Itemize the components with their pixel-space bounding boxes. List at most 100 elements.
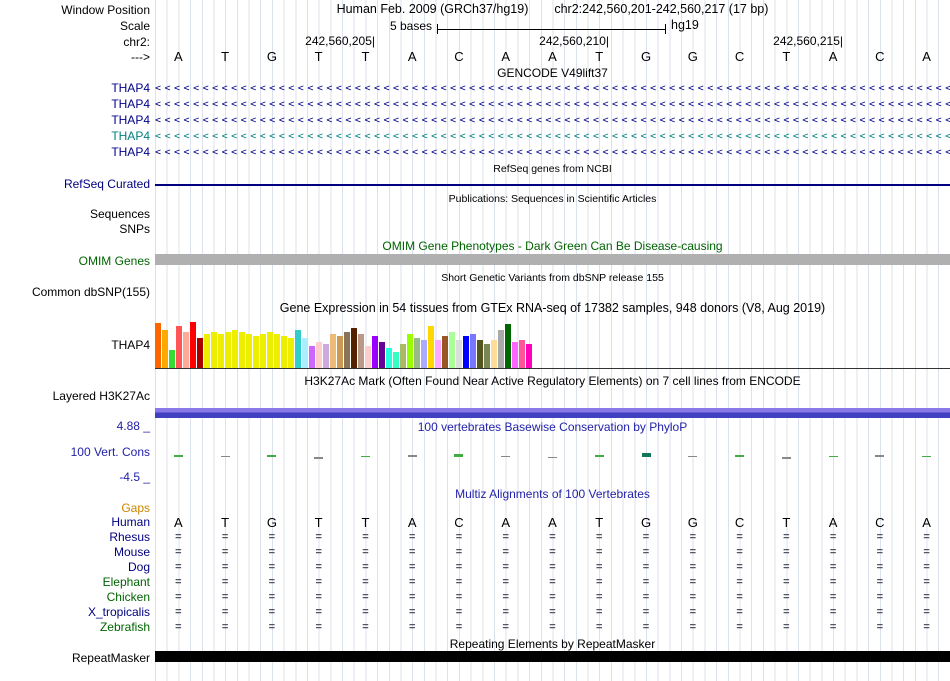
gtex-expression-bar-50[interactable] (505, 324, 511, 368)
common-dbsnp-label[interactable]: Common dbSNP(155) (31, 285, 150, 299)
gene-label-thap4-3[interactable]: THAP4 (111, 129, 150, 143)
gtex-expression-bar-39[interactable] (428, 326, 434, 368)
gtex-expression-bar-3[interactable] (176, 326, 182, 368)
omim-track-title[interactable]: OMIM Gene Phenotypes - Dark Green Can Be… (382, 239, 723, 253)
gtex-expression-bar-17[interactable] (274, 334, 280, 368)
gene-transcript-1[interactable]: <<<<<<<<<<<<<<<<<<<<<<<<<<<<<<<<<<<<<<<<… (155, 99, 950, 110)
layered-h3k27ac-label[interactable]: Layered H3K27Ac (52, 389, 150, 403)
gtex-expression-bar-30[interactable] (365, 346, 371, 368)
gtex-expression-bar-48[interactable] (491, 340, 497, 368)
gene-transcript-4[interactable]: <<<<<<<<<<<<<<<<<<<<<<<<<<<<<<<<<<<<<<<<… (155, 147, 950, 158)
gtex-expression-bar-38[interactable] (421, 340, 427, 368)
alignment-row-zebrafish[interactable]: = = = = = = = = = = = = = = = = = (155, 620, 950, 635)
gtex-expression-bar-22[interactable] (309, 346, 315, 368)
species-label-human[interactable]: Human (111, 515, 150, 529)
gtex-expression-bar-20[interactable] (295, 330, 301, 368)
gtex-expression-bar-29[interactable] (358, 334, 364, 368)
repeatmasker-track-title[interactable]: Repeating Elements by RepeatMasker (449, 637, 656, 651)
gtex-gene-label[interactable]: THAP4 (111, 338, 150, 352)
gtex-expression-bar-10[interactable] (225, 332, 231, 368)
gtex-expression-bar-46[interactable] (477, 340, 483, 368)
phylop-track-title[interactable]: 100 vertebrates Basewise Conservation by… (417, 420, 688, 434)
species-label-mouse[interactable]: Mouse (113, 545, 150, 559)
gtex-expression-bar-1[interactable] (162, 330, 168, 368)
gtex-expression-bar-11[interactable] (232, 330, 238, 368)
phylop-conservation-plot[interactable] (155, 430, 950, 480)
gtex-expression-bar-31[interactable] (372, 336, 378, 368)
repeatmasker-element-bar[interactable] (155, 651, 950, 662)
alignment-row-mouse[interactable]: = = = = = = = = = = = = = = = = = (155, 545, 950, 560)
gtex-expression-bar-23[interactable] (316, 342, 322, 368)
gene-label-thap4-0[interactable]: THAP4 (111, 81, 150, 95)
gtex-expression-bar-18[interactable] (281, 336, 287, 368)
gene-label-thap4-1[interactable]: THAP4 (111, 97, 150, 111)
gtex-expression-bar-0[interactable] (155, 323, 161, 368)
gencode-track-title[interactable]: GENCODE V49lift37 (497, 66, 608, 80)
gtex-expression-bar-27[interactable] (344, 332, 350, 368)
snps-label[interactable]: SNPs (119, 222, 150, 236)
h3k27ac-signal-bar[interactable] (155, 408, 950, 418)
gtex-expression-bar-47[interactable] (484, 344, 490, 368)
gtex-expression-bar-40[interactable] (435, 340, 441, 368)
gtex-expression-bar-49[interactable] (498, 330, 504, 368)
species-label-chicken[interactable]: Chicken (106, 590, 150, 604)
gtex-expression-bar-41[interactable] (442, 336, 448, 368)
gene-transcript-0[interactable]: <<<<<<<<<<<<<<<<<<<<<<<<<<<<<<<<<<<<<<<<… (155, 83, 950, 94)
gaps-label[interactable]: Gaps (121, 501, 150, 515)
gtex-expression-bar-25[interactable] (330, 334, 336, 368)
gtex-expression-bar-24[interactable] (323, 344, 329, 368)
gene-label-thap4-2[interactable]: THAP4 (111, 113, 150, 127)
h3k27ac-track-title[interactable]: H3K27Ac Mark (Often Found Near Active Re… (304, 374, 801, 388)
gtex-expression-bar-44[interactable] (463, 336, 469, 368)
species-label-dog[interactable]: Dog (127, 560, 150, 574)
gtex-expression-bar-13[interactable] (246, 334, 252, 368)
alignment-row-rhesus[interactable]: = = = = = = = = = = = = = = = = = (155, 530, 950, 545)
species-label-x_tropicalis[interactable]: X_tropicalis (87, 605, 150, 619)
dbsnp-track-title[interactable]: Short Genetic Variants from dbSNP releas… (441, 272, 664, 284)
gtex-expression-bar-53[interactable] (526, 344, 532, 368)
refseq-curated-line[interactable] (155, 184, 950, 186)
gtex-expression-bar-8[interactable] (211, 332, 217, 368)
gtex-expression-bar-51[interactable] (512, 342, 518, 368)
alignment-row-x_tropicalis[interactable]: = = = = = = = = = = = = = = = = = (155, 605, 950, 620)
refseq-curated-label[interactable]: RefSeq Curated (63, 177, 150, 191)
species-label-elephant[interactable]: Elephant (102, 575, 150, 589)
gtex-expression-bar-42[interactable] (449, 332, 455, 368)
alignment-row-chicken[interactable]: = = = = = = = = = = = = = = = = = (155, 590, 950, 605)
alignment-row-dog[interactable]: = = = = = = = = = = = = = = = = = (155, 560, 950, 575)
publications-track-title[interactable]: Publications: Sequences in Scientific Ar… (448, 193, 657, 205)
gene-label-thap4-4[interactable]: THAP4 (111, 145, 150, 159)
alignment-row-elephant[interactable]: = = = = = = = = = = = = = = = = = (155, 575, 950, 590)
gtex-expression-bar-35[interactable] (400, 344, 406, 368)
multiz-track-title[interactable]: Multiz Alignments of 100 Vertebrates (455, 487, 650, 501)
gtex-expression-bar-7[interactable] (204, 334, 210, 368)
gene-transcript-2[interactable]: <<<<<<<<<<<<<<<<<<<<<<<<<<<<<<<<<<<<<<<<… (155, 115, 950, 126)
gtex-expression-bar-15[interactable] (260, 334, 266, 368)
gtex-expression-bar-28[interactable] (351, 328, 357, 368)
gtex-expression-bar-5[interactable] (190, 322, 196, 368)
gtex-expression-bar-37[interactable] (414, 338, 420, 368)
gtex-expression-bar-32[interactable] (379, 342, 385, 368)
gtex-expression-bar-34[interactable] (393, 352, 399, 368)
sequences-label[interactable]: Sequences (89, 207, 150, 221)
gtex-expression-bar-16[interactable] (267, 332, 273, 368)
omim-genes-label[interactable]: OMIM Genes (78, 254, 150, 268)
refseq-track-title[interactable]: RefSeq genes from NCBI (493, 163, 612, 175)
gtex-expression-bar-33[interactable] (386, 348, 392, 368)
repeatmasker-label[interactable]: RepeatMasker (71, 651, 150, 665)
omim-gene-bar[interactable] (155, 254, 950, 265)
gtex-expression-chart[interactable] (155, 318, 950, 368)
gtex-expression-bar-26[interactable] (337, 336, 343, 368)
gtex-expression-bar-12[interactable] (239, 332, 245, 368)
gtex-expression-bar-6[interactable] (197, 338, 203, 368)
gtex-expression-bar-19[interactable] (288, 338, 294, 368)
gtex-track-title[interactable]: Gene Expression in 54 tissues from GTEx … (279, 301, 826, 315)
gene-transcript-3[interactable]: <<<<<<<<<<<<<<<<<<<<<<<<<<<<<<<<<<<<<<<<… (155, 131, 950, 142)
gtex-expression-bar-36[interactable] (407, 334, 413, 368)
species-label-rhesus[interactable]: Rhesus (109, 530, 150, 544)
gtex-expression-bar-4[interactable] (183, 332, 189, 368)
gtex-expression-bar-9[interactable] (218, 334, 224, 368)
gtex-expression-bar-43[interactable] (456, 340, 462, 368)
